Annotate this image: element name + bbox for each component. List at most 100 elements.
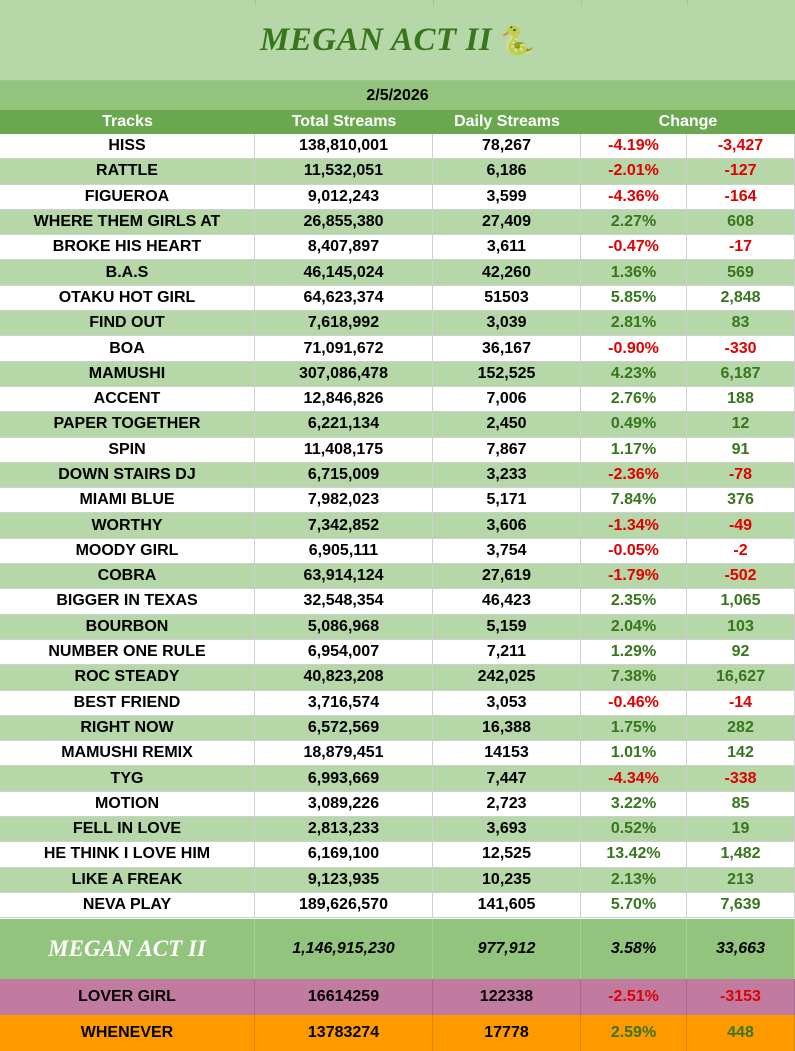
total-streams-cell: 12,846,826 bbox=[255, 386, 433, 412]
change-pct-cell: -0.46% bbox=[581, 690, 687, 715]
daily-streams-cell: 16,388 bbox=[433, 715, 581, 741]
change-diff-cell: 142 bbox=[687, 741, 795, 766]
total-pct-cell: 3.58% bbox=[581, 919, 687, 979]
total-streams-cell: 11,408,175 bbox=[255, 437, 433, 462]
extra-track-name: LOVER GIRL bbox=[0, 979, 255, 1015]
change-diff-cell: 608 bbox=[687, 209, 795, 235]
daily-streams-cell: 152,525 bbox=[433, 361, 581, 386]
change-diff-cell: 19 bbox=[687, 817, 795, 842]
change-diff-cell: -502 bbox=[687, 564, 795, 589]
change-diff-cell: 282 bbox=[687, 715, 795, 741]
table-row: FIND OUT 7,618,992 3,039 2.81% 83 bbox=[0, 311, 795, 337]
daily-streams-cell: 3,611 bbox=[433, 235, 581, 260]
extra-total-cell: 16614259 bbox=[255, 979, 433, 1015]
total-streams-cell: 7,342,852 bbox=[255, 513, 433, 538]
change-diff-cell: 213 bbox=[687, 867, 795, 892]
change-diff-cell: 6,187 bbox=[687, 361, 795, 386]
total-streams-cell: 2,813,233 bbox=[255, 817, 433, 842]
track-name-cell: BOURBON bbox=[0, 614, 255, 639]
daily-streams-cell: 3,693 bbox=[433, 817, 581, 842]
daily-streams-cell: 5,159 bbox=[433, 614, 581, 639]
track-name-cell: ROC STEADY bbox=[0, 665, 255, 690]
change-pct-cell: 5.85% bbox=[581, 285, 687, 311]
track-name-cell: SPIN bbox=[0, 437, 255, 462]
change-diff-cell: -2 bbox=[687, 538, 795, 564]
table-row: DOWN STAIRS DJ 6,715,009 3,233 -2.36% -78 bbox=[0, 462, 795, 489]
track-name-cell: LIKE A FREAK bbox=[0, 867, 255, 892]
track-name-cell: NEVA PLAY bbox=[0, 892, 255, 918]
daily-streams-cell: 3,599 bbox=[433, 184, 581, 209]
change-pct-cell: 2.13% bbox=[581, 867, 687, 892]
change-pct-cell: -4.36% bbox=[581, 184, 687, 209]
daily-streams-cell: 2,723 bbox=[433, 791, 581, 817]
total-streams-cell: 6,169,100 bbox=[255, 842, 433, 867]
header-tracks: Tracks bbox=[102, 113, 153, 130]
table-row: SPIN 11,408,175 7,867 1.17% 91 bbox=[0, 437, 795, 463]
extra-pct-cell: 2.59% bbox=[581, 1015, 687, 1051]
change-pct-cell: -4.19% bbox=[581, 134, 687, 159]
change-diff-cell: 188 bbox=[687, 386, 795, 412]
daily-streams-cell: 7,447 bbox=[433, 766, 581, 791]
daily-streams-cell: 42,260 bbox=[433, 260, 581, 285]
table-row: LIKE A FREAK 9,123,935 10,235 2.13% 213 bbox=[0, 867, 795, 893]
change-pct-cell: 1.75% bbox=[581, 715, 687, 741]
total-streams-cell: 32,548,354 bbox=[255, 589, 433, 614]
header-total-streams: Total Streams bbox=[291, 113, 397, 130]
total-streams-cell: 8,407,897 bbox=[255, 235, 433, 260]
table-row: OTAKU HOT GIRL 64,623,374 51503 5.85% 2,848 bbox=[0, 285, 795, 312]
total-streams-cell: 6,954,007 bbox=[255, 639, 433, 665]
track-name-cell: FIGUEROA bbox=[0, 184, 255, 209]
track-name-cell: MOODY GIRL bbox=[0, 538, 255, 564]
change-pct-cell: 0.49% bbox=[581, 412, 687, 437]
change-pct-cell: 1.29% bbox=[581, 639, 687, 665]
change-pct-cell: -2.01% bbox=[581, 159, 687, 184]
track-name-cell: FELL IN LOVE bbox=[0, 817, 255, 842]
daily-streams-cell: 141,605 bbox=[433, 892, 581, 918]
change-pct-cell: -1.79% bbox=[581, 564, 687, 589]
track-name-cell: TYG bbox=[0, 766, 255, 791]
total-streams-cell: 9,012,243 bbox=[255, 184, 433, 209]
table-row: MOTION 3,089,226 2,723 3.22% 85 bbox=[0, 791, 795, 818]
total-streams-cell: 64,623,374 bbox=[255, 285, 433, 311]
total-streams-cell: 6,715,009 bbox=[255, 462, 433, 488]
change-pct-cell: -0.90% bbox=[581, 336, 687, 361]
daily-streams-cell: 3,233 bbox=[433, 462, 581, 488]
extra-daily-cell: 122338 bbox=[433, 979, 581, 1015]
track-name-cell: MIAMI BLUE bbox=[0, 488, 255, 513]
total-diff-cell: 33,663 bbox=[687, 919, 795, 979]
change-diff-cell: 12 bbox=[687, 412, 795, 437]
change-pct-cell: 2.81% bbox=[581, 311, 687, 336]
total-streams-cell: 9,123,935 bbox=[255, 867, 433, 892]
total-label: MEGAN ACT II bbox=[0, 919, 255, 979]
change-diff-cell: -127 bbox=[687, 159, 795, 184]
track-name-cell: DOWN STAIRS DJ bbox=[0, 462, 255, 488]
table-row: RATTLE 11,532,051 6,186 -2.01% -127 bbox=[0, 159, 795, 185]
table-row: WHERE THEM GIRLS AT 26,855,380 27,409 2.27%… bbox=[0, 209, 795, 236]
table-row: HE THINK I LOVE HIM 6,169,100 12,525 13.42%… bbox=[0, 842, 795, 868]
daily-streams-cell: 3,039 bbox=[433, 311, 581, 336]
total-streams-cell: 3,716,574 bbox=[255, 690, 433, 715]
track-name-cell: ACCENT bbox=[0, 386, 255, 412]
total-streams-cell: 6,572,569 bbox=[255, 715, 433, 741]
total-streams-cell: 307,086,478 bbox=[255, 361, 433, 386]
track-name-cell: COBRA bbox=[0, 564, 255, 589]
total-streams-cell: 138,810,001 bbox=[255, 134, 433, 159]
change-pct-cell: 5.70% bbox=[581, 892, 687, 918]
change-pct-cell: 2.35% bbox=[581, 589, 687, 614]
track-name-cell: MOTION bbox=[0, 791, 255, 817]
lover-girl-row: LOVER GIRL 16614259 122338 -2.51% -3153 bbox=[0, 979, 795, 1015]
daily-streams-cell: 7,211 bbox=[433, 639, 581, 665]
track-name-cell: RATTLE bbox=[0, 159, 255, 184]
track-name-cell: HE THINK I LOVE HIM bbox=[0, 842, 255, 867]
change-pct-cell: -4.34% bbox=[581, 766, 687, 791]
table-row: HISS 138,810,001 78,267 -4.19% -3,427 bbox=[0, 134, 795, 160]
table-row: MAMUSHI REMIX 18,879,451 14153 1.01% 142 bbox=[0, 741, 795, 767]
whenever-row: WHENEVER 13783274 17778 2.59% 448 bbox=[0, 1015, 795, 1051]
table-row: NUMBER ONE RULE 6,954,007 7,211 1.29% 92 bbox=[0, 639, 795, 666]
change-diff-cell: -17 bbox=[687, 235, 795, 260]
table-row: NEVA PLAY 189,626,570 141,605 5.70% 7,639 bbox=[0, 892, 795, 919]
track-name-cell: MAMUSHI bbox=[0, 361, 255, 386]
date-row: 2/5/2026 bbox=[0, 81, 795, 110]
table-row: MOODY GIRL 6,905,111 3,754 -0.05% -2 bbox=[0, 538, 795, 565]
